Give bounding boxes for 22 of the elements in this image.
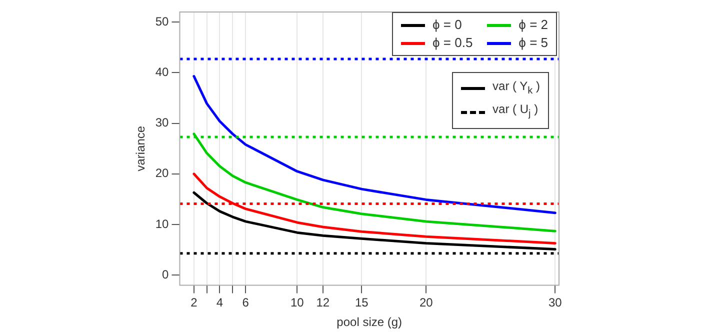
y-tick-label: 20 [155,166,170,180]
y-tick-label: 0 [162,267,170,282]
y-axis-title: variance [134,126,148,172]
x-tick-label: 30 [548,296,562,310]
y-tick-label: 40 [155,65,170,80]
x-tick-label: 10 [290,296,304,310]
legend-label: ϕ = 5 [518,34,548,52]
x-tick-label: 6 [242,296,250,310]
legend-label: ϕ = 0.5 [432,34,473,52]
x-axis-title: pool size (g) [336,315,402,330]
x-tick-label: 15 [354,296,369,310]
annotation: var ( U$_{j}$ ) [492,101,538,122]
y-tick-label: 10 [155,216,170,231]
y-tick-label: 50 [155,14,170,28]
x-tick-label: 2 [190,296,198,310]
x-tick-label: 20 [419,296,434,310]
x-tick-label: 4 [216,296,224,310]
y-tick-label: 30 [155,116,170,130]
legend-label: ϕ = 2 [518,16,548,34]
annotation: var ( Y$_{k}$ ) [492,78,540,98]
x-tick-label: 12 [316,296,330,310]
legend-label: ϕ = 0 [432,16,462,34]
